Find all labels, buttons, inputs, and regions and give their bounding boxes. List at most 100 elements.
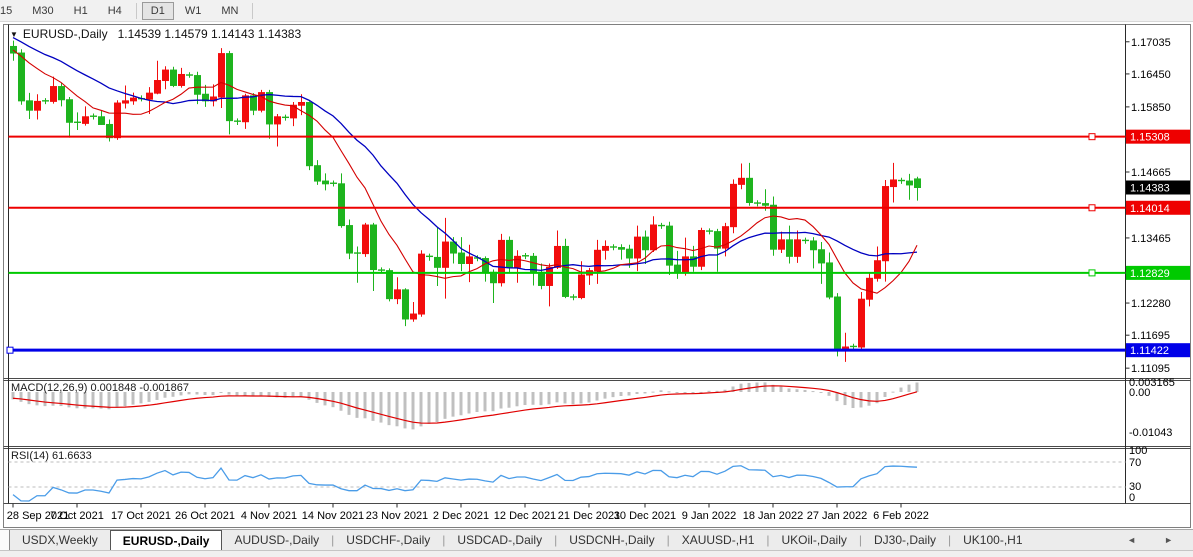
chart-tab-eurusd-daily[interactable]: EURUSD-,Daily: [109, 530, 223, 550]
candle-body: [866, 277, 873, 300]
candle-body: [634, 236, 641, 259]
chart-dropdown-triangle-icon[interactable]: ▼: [10, 30, 18, 39]
candle-body: [266, 92, 273, 125]
candle-body: [730, 183, 737, 228]
svg-text:1.12829: 1.12829: [1130, 268, 1170, 280]
svg-text:18 Jan 2022: 18 Jan 2022: [743, 510, 804, 522]
chart-tab-usdcnh-daily[interactable]: USDCNH-,Daily: [569, 533, 655, 547]
rsi-pane: [8, 461, 1126, 502]
timeframe-button-15[interactable]: 15: [0, 4, 13, 17]
svg-text:1.14383: 1.14383: [1130, 182, 1170, 194]
timeframe-button-h4[interactable]: H4: [107, 4, 122, 17]
candle-body: [818, 249, 825, 264]
svg-text:100: 100: [1129, 445, 1147, 457]
svg-text:1.15850: 1.15850: [1131, 102, 1171, 114]
svg-text:1.14665: 1.14665: [1131, 167, 1171, 179]
timeframe-button-h1[interactable]: H1: [73, 4, 88, 17]
timeframe-button-w1[interactable]: W1: [184, 4, 202, 17]
level-line-handle[interactable]: [1088, 133, 1096, 141]
candle-body: [458, 252, 465, 264]
candle-body: [434, 256, 441, 268]
candle-body: [290, 104, 297, 119]
tab-scroll-right-icon[interactable]: ►: [1164, 535, 1173, 545]
tab-scroll-left-icon[interactable]: ◄: [1127, 535, 1137, 545]
candle-body: [826, 262, 833, 298]
tab-edge-fragment: [0, 530, 10, 550]
candle-body: [346, 225, 353, 254]
svg-text:30 Dec 2021: 30 Dec 2021: [614, 510, 676, 522]
candle-body: [906, 180, 913, 186]
candle-body: [202, 93, 209, 102]
timeframe-button-m30[interactable]: M30: [32, 4, 54, 17]
svg-text:1.11095: 1.11095: [1131, 363, 1170, 375]
candle-body: [746, 177, 753, 203]
candle-body: [114, 102, 121, 139]
candle-body: [194, 75, 201, 95]
timeframe-button-d1[interactable]: D1: [141, 1, 174, 20]
chart-tab-xauusd-h1[interactable]: XAUUSD-,H1: [681, 533, 755, 547]
chart-tab-usdx-weekly[interactable]: USDX,Weekly: [22, 533, 98, 547]
svg-text:28 Sep 2021: 28 Sep 2021: [7, 510, 69, 522]
rsi-indicator-label: RSI(14) 61.6633: [11, 450, 92, 462]
candle-body: [914, 178, 921, 188]
candle-body: [442, 241, 449, 268]
candle-body: [650, 224, 657, 251]
candle-body: [218, 53, 225, 98]
symbol-tab-bar: USDX,Weekly EURUSD-,Daily AUDUSD-,Daily | US…: [0, 529, 1193, 550]
chart-tab-dj30-daily[interactable]: DJ30-,Daily: [873, 533, 936, 547]
candle-body: [298, 101, 305, 106]
candle-body: [130, 97, 137, 102]
price-level-badge: [1126, 265, 1190, 280]
candle-body: [618, 247, 625, 250]
candle-body: [842, 346, 849, 350]
svg-text:6 Feb 2022: 6 Feb 2022: [873, 510, 929, 522]
chart-tab-ukoil-daily[interactable]: UKOil-,Daily: [781, 533, 847, 547]
candle-body: [306, 101, 313, 167]
candle-body: [50, 86, 57, 102]
price-axis: 1.17035 1.16450 1.15850 1.14665 1.13465 1.122…: [1125, 37, 1171, 375]
candle-body: [762, 203, 769, 206]
status-strip: [0, 550, 1193, 557]
candle-body: [58, 86, 65, 101]
price-level-badge: [1126, 200, 1190, 215]
candle-body: [274, 116, 281, 125]
svg-text:7 Oct 2021: 7 Oct 2021: [50, 510, 104, 522]
candle-body: [738, 177, 745, 185]
chart-tab-audusd-daily[interactable]: AUDUSD-,Daily: [234, 533, 320, 547]
chart-tab-uk100-h1[interactable]: UK100-,H1: [963, 533, 1023, 547]
candle-body: [626, 248, 633, 259]
svg-text:4 Nov 2021: 4 Nov 2021: [241, 510, 297, 522]
timeframe-button-mn[interactable]: MN: [221, 4, 239, 17]
candle-body: [410, 313, 417, 320]
candle-body: [466, 256, 473, 264]
chart-tab-usdcad-daily[interactable]: USDCAD-,Daily: [457, 533, 543, 547]
toolbar-separator: [135, 2, 137, 19]
level-line-handle[interactable]: [6, 346, 14, 354]
level-line-handle[interactable]: [1088, 204, 1096, 212]
svg-text:0.003165: 0.003165: [1129, 377, 1175, 389]
candle-body: [834, 296, 841, 350]
macd-histogram: [11, 382, 919, 430]
candle-body: [642, 236, 649, 251]
tab-divider: |: [331, 533, 335, 547]
candle-body: [154, 80, 161, 94]
candle-body: [322, 180, 329, 185]
svg-text:17 Oct 2021: 17 Oct 2021: [111, 510, 171, 522]
tab-divider: |: [766, 533, 770, 547]
chart-symbol-label: EURUSD-,Daily: [22, 27, 108, 41]
candle-body: [314, 165, 321, 182]
level-line-handle[interactable]: [1088, 269, 1096, 277]
candle-body: [66, 99, 73, 123]
chart-ohlc-values: 1.14539 1.14579 1.14143 1.14383: [117, 27, 302, 41]
candle-body: [858, 298, 865, 348]
candle-body: [602, 245, 609, 251]
candle-body: [26, 100, 33, 111]
svg-text:9 Jan 2022: 9 Jan 2022: [682, 510, 736, 522]
candle-body: [386, 270, 393, 300]
svg-text:1.14014: 1.14014: [1130, 203, 1170, 215]
chart-tab-usdchf-daily[interactable]: USDCHF-,Daily: [346, 533, 431, 547]
candle-body: [98, 116, 105, 125]
